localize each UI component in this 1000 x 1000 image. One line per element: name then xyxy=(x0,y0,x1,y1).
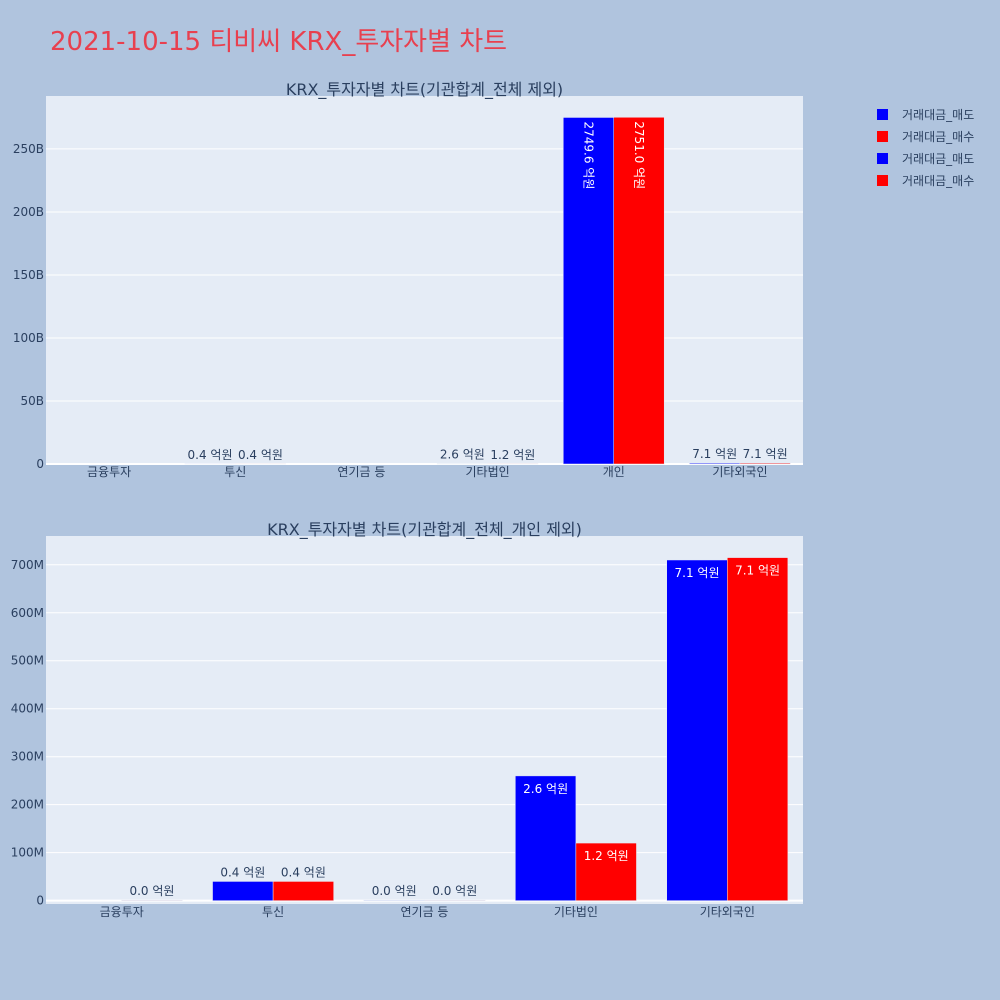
data-label: 0.4 억원 xyxy=(188,448,233,462)
y-tick-label: 300M xyxy=(11,750,44,764)
y-tick-label: 0 xyxy=(36,457,44,471)
x-tick-label: 투신 xyxy=(262,905,284,919)
data-label: 0.0 억원 xyxy=(372,884,417,898)
x-tick-label: 기타법인 xyxy=(465,465,509,479)
y-tick-label: 100M xyxy=(11,846,44,860)
data-label: 2.6 억원 xyxy=(523,782,568,796)
legend-label: 거래대금_매수 xyxy=(902,130,974,144)
data-label: 7.1 억원 xyxy=(675,566,720,580)
chart-panel-2: 0 100M 200M 300M 400M 500M 600M 700M KRX_투자자별 차트… xyxy=(11,520,803,919)
x-tick-label: 투신 xyxy=(224,465,246,479)
legend-label: 거래대금_매도 xyxy=(902,108,974,122)
x-tick-label: 기타외국인 xyxy=(712,465,767,479)
y-tick-label: 500M xyxy=(11,654,44,668)
x-tick-label: 개인 xyxy=(603,465,625,479)
legend-swatch xyxy=(877,153,888,164)
page-title: 2021-10-15 티비씨 KRX_투자자별 차트 xyxy=(50,27,507,57)
bar-sell xyxy=(515,775,577,901)
x-tick-label: 연기금 등 xyxy=(337,465,385,479)
data-label: 2751.0 억원 xyxy=(632,121,646,189)
data-label: 0.4 억원 xyxy=(238,448,283,462)
x-tick-label: 금융투자 xyxy=(100,905,144,919)
y-tick-label: 100B xyxy=(13,331,44,345)
chart-title: KRX_투자자별 차트(기관합계_전체_개인 제외) xyxy=(267,520,582,540)
chart-panel-1: 0 50B 100B 150B 200B 250B KRX_투자자별 차트(기관합계_전체 … xyxy=(13,80,803,479)
data-label: 7.1 억원 xyxy=(735,564,780,578)
data-label: 7.1 억원 xyxy=(743,447,788,461)
data-label: 1.2 억원 xyxy=(584,849,629,863)
y-tick-label: 200B xyxy=(13,205,44,219)
bar-buy xyxy=(272,881,334,901)
bar-buy xyxy=(727,557,789,901)
bar-sell xyxy=(212,881,274,901)
x-tick-label: 연기금 등 xyxy=(401,905,449,919)
y-tick-label: 50B xyxy=(20,394,44,408)
data-label: 0.0 억원 xyxy=(129,884,174,898)
bar-buy xyxy=(575,842,637,901)
data-label: 1.2 억원 xyxy=(490,448,535,462)
x-tick-label: 기타외국인 xyxy=(700,905,755,919)
bar-sell xyxy=(666,559,728,901)
bar-buy xyxy=(613,117,665,465)
chart-title: KRX_투자자별 차트(기관합계_전체 제외) xyxy=(286,80,563,100)
plot-background xyxy=(46,96,803,464)
data-label: 0.4 억원 xyxy=(220,865,265,879)
legend-swatch xyxy=(877,175,888,186)
legend-swatch xyxy=(877,109,888,120)
legend-label: 거래대금_매수 xyxy=(902,174,974,188)
y-tick-label: 150B xyxy=(13,268,44,282)
y-tick-label: 200M xyxy=(11,798,44,812)
data-label: 2749.6 억원 xyxy=(582,121,596,189)
bar-sell xyxy=(563,117,614,465)
data-label: 0.4 억원 xyxy=(281,865,326,879)
data-label: 2.6 억원 xyxy=(440,448,485,462)
y-tick-label: 250B xyxy=(13,142,44,156)
y-tick-label: 0 xyxy=(36,894,44,908)
data-label: 7.1 억원 xyxy=(692,447,737,461)
y-tick-label: 700M xyxy=(11,558,44,572)
data-label: 0.0 억원 xyxy=(432,884,477,898)
bar-sell xyxy=(689,462,741,465)
x-tick-label: 기타법인 xyxy=(554,905,598,919)
y-tick-label: 400M xyxy=(11,702,44,716)
y-tick-label: 600M xyxy=(11,606,44,620)
charts-area: 0 50B 100B 150B 200B 250B KRX_투자자별 차트(기관합계_전체 … xyxy=(11,80,803,919)
bar-buy xyxy=(739,462,791,465)
legend-swatch xyxy=(877,131,888,142)
legend-label: 거래대금_매도 xyxy=(902,152,974,166)
x-tick-label: 금융투자 xyxy=(87,465,131,479)
